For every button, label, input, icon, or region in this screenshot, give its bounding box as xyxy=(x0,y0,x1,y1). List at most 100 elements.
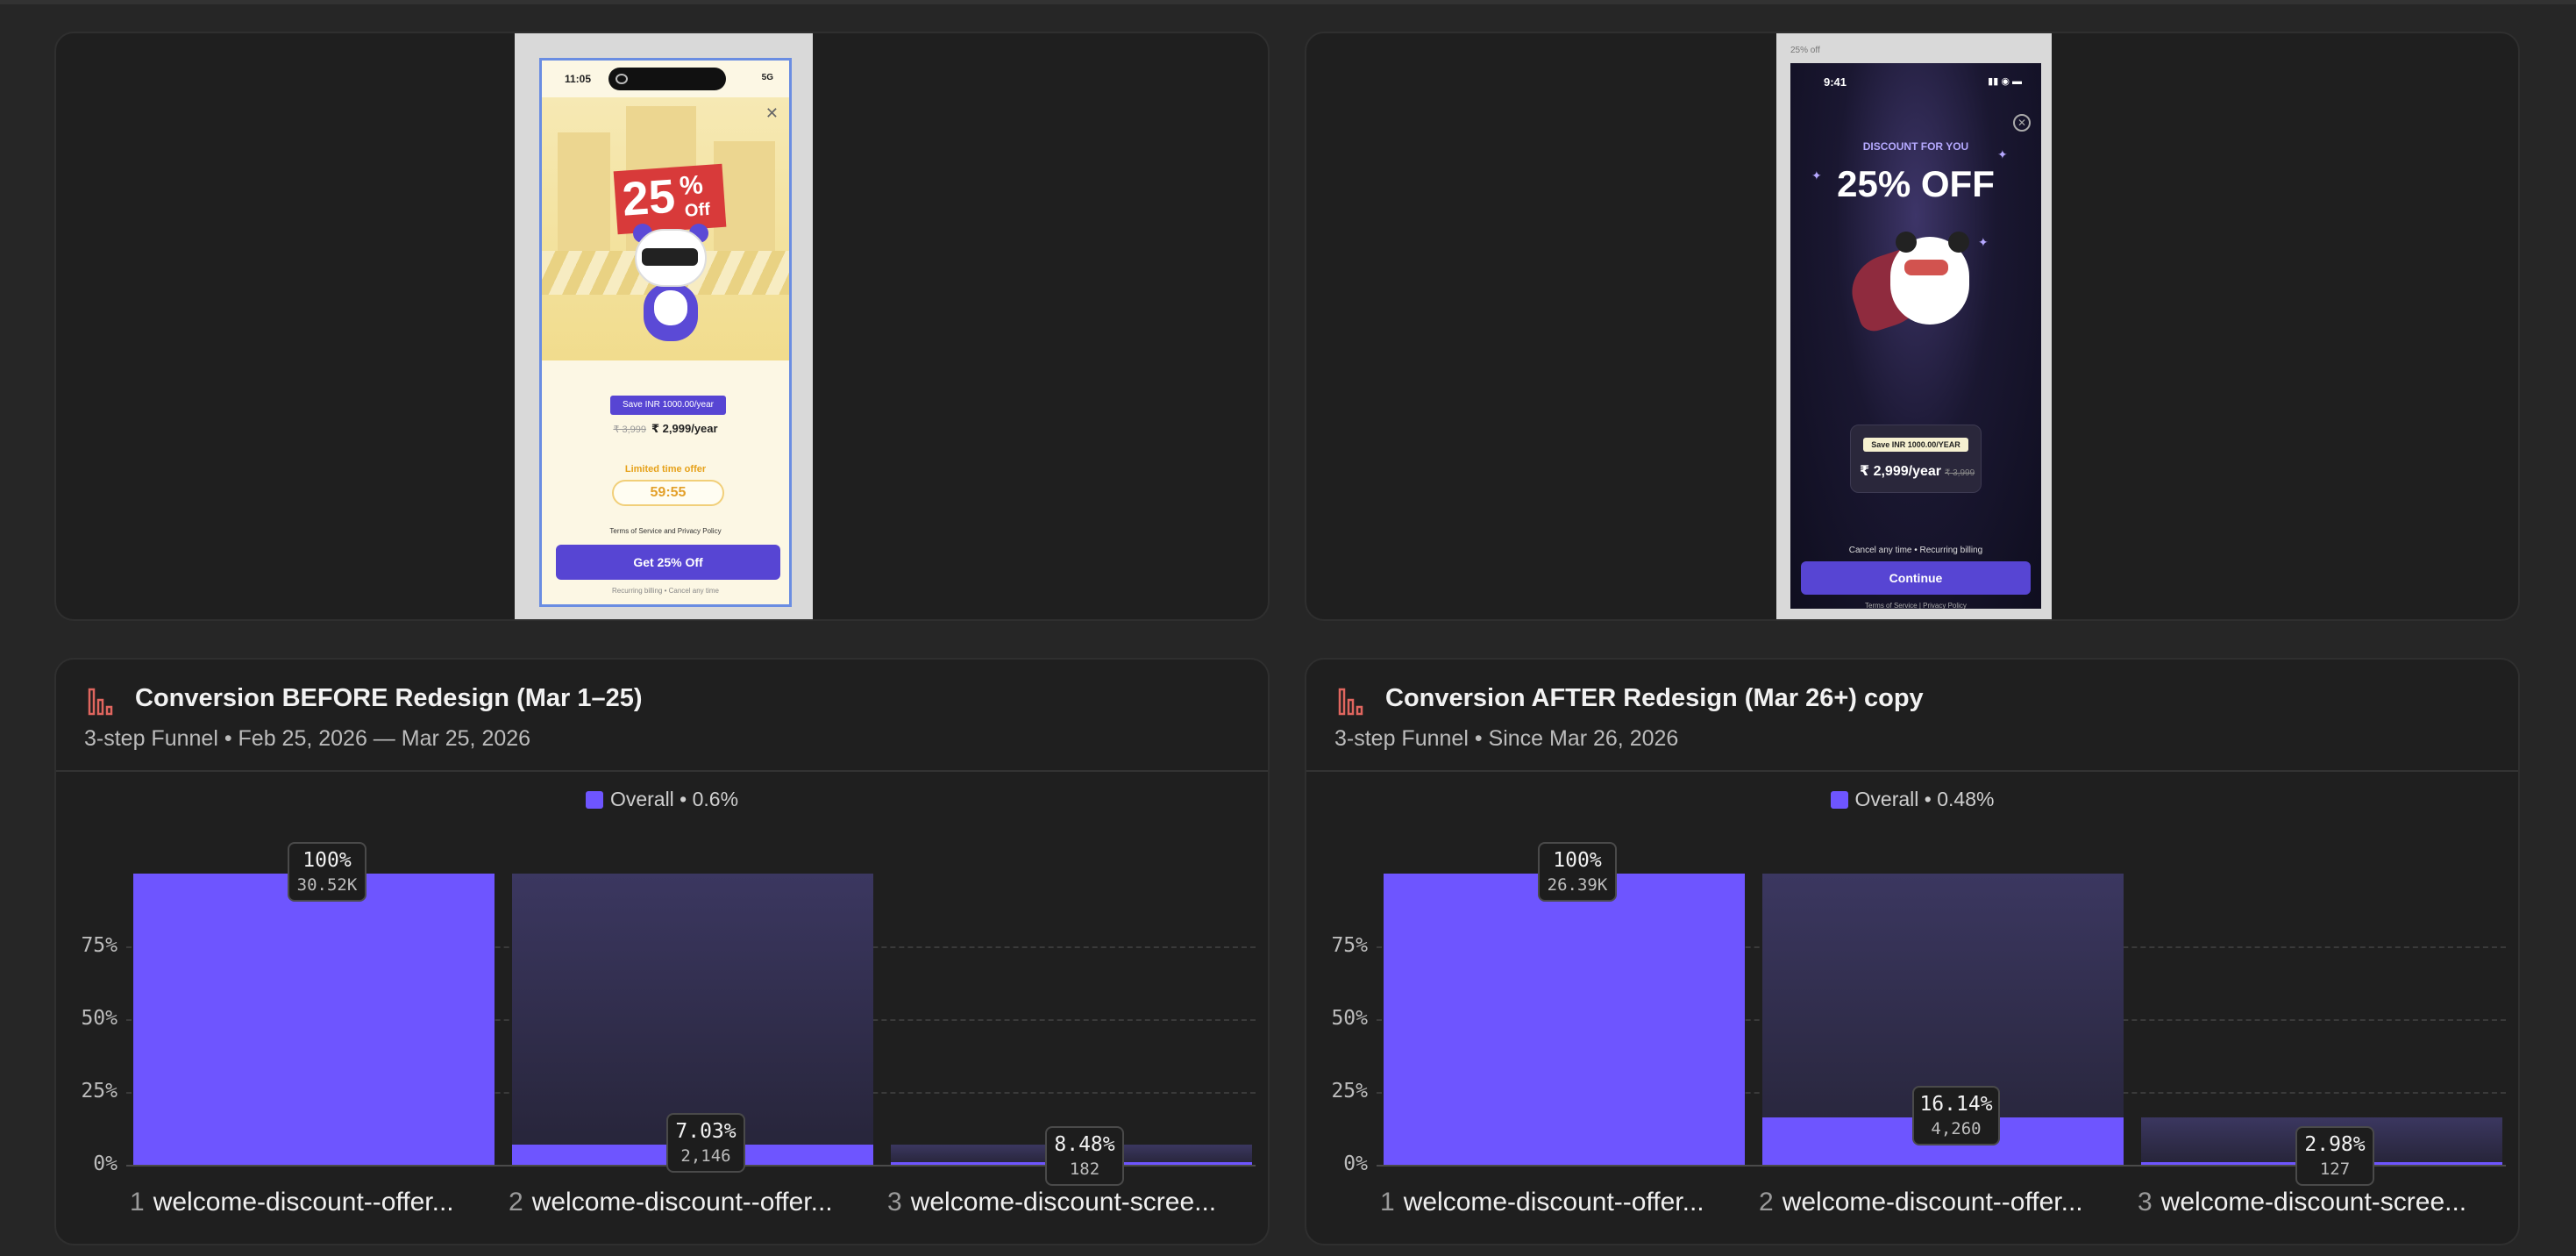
old-price: ₹ 3,999 xyxy=(1944,468,1975,478)
step-name: welcome-discount--offer... xyxy=(1403,1188,1704,1217)
chart-legend[interactable]: Overall • 0.6% xyxy=(56,788,1268,811)
step-number: 2 xyxy=(509,1188,523,1217)
sign-number: 25 xyxy=(620,169,677,226)
funnel-plot: 75% 50% 25% 0% 100% 26.39K 1 welcome-discount--… xyxy=(1306,660,2518,1244)
funnel-card-before[interactable]: Conversion BEFORE Redesign (Mar 1–25) 3-… xyxy=(54,658,1270,1245)
x-step-label[interactable]: 3 welcome-discount-scree... xyxy=(2138,1188,2513,1217)
funnel-card-after[interactable]: Conversion AFTER Redesign (Mar 26+) copy… xyxy=(1305,658,2520,1245)
countdown-timer: 59:55 xyxy=(612,480,724,506)
step-name: welcome-discount--offer... xyxy=(531,1188,833,1217)
data-label-percent: 2.98% xyxy=(2304,1133,2366,1156)
new-price: ₹ 2,999/year xyxy=(651,422,718,435)
step-number: 2 xyxy=(1759,1188,1774,1217)
data-label-percent: 100% xyxy=(302,849,352,872)
data-label[interactable]: 2.98% 127 xyxy=(2295,1126,2374,1186)
x-step-label[interactable]: 1 welcome-discount--offer... xyxy=(1380,1188,1755,1217)
y-tick-label: 25% xyxy=(81,1080,117,1103)
screenshot-card-before[interactable]: 11:05 5G 25 % Off ✕ xyxy=(54,32,1270,621)
data-label-percent: 7.03% xyxy=(675,1119,737,1143)
y-tick-label: 50% xyxy=(1331,1007,1368,1030)
data-label[interactable]: 8.48% 182 xyxy=(1045,1126,1124,1186)
status-bar: 11:05 5G xyxy=(542,61,789,97)
top-divider xyxy=(0,0,2576,4)
sparkle-icon: ✦ xyxy=(1997,147,2008,161)
phone-frame: 9:41 ▮▮ ◉ ▬ ✕ DISCOUNT FOR YOU 25% OFF ✦… xyxy=(1790,63,2041,609)
y-tick-label: 0% xyxy=(1343,1153,1368,1175)
x-step-label[interactable]: 1 welcome-discount--offer... xyxy=(130,1188,505,1217)
price-row: ₹ 2,999/year ₹ 3,999 xyxy=(1860,462,1975,480)
superhero-panda-mascot xyxy=(1842,219,1992,342)
funnel-bar-step-1[interactable] xyxy=(133,874,495,1165)
fine-print: Recurring billing • Cancel any time xyxy=(612,587,719,595)
step-name: welcome-discount-scree... xyxy=(2160,1188,2467,1217)
legend-label: Overall • 0.48% xyxy=(1854,788,1995,810)
y-tick-label: 25% xyxy=(1331,1080,1368,1103)
dynamic-island xyxy=(608,68,726,90)
funnel-chart-icon xyxy=(1338,688,1363,716)
close-icon[interactable]: ✕ xyxy=(765,104,779,122)
save-badge: Save INR 1000.00/year xyxy=(610,396,726,415)
chart-subtitle: 3-step Funnel • Feb 25, 2026 — Mar 25, 2… xyxy=(84,726,531,751)
data-label[interactable]: 16.14% 4,260 xyxy=(1912,1086,2000,1146)
step-number: 3 xyxy=(2138,1188,2153,1217)
terms-links: Terms of Service and Privacy Policy xyxy=(609,527,722,535)
x-step-label[interactable]: 2 welcome-discount--offer... xyxy=(509,1188,884,1217)
legend-label: Overall • 0.6% xyxy=(609,788,739,810)
continue-button: Continue xyxy=(1801,561,2031,595)
sign-off: Off xyxy=(684,199,711,221)
data-label-percent: 16.14% xyxy=(1919,1093,1993,1117)
step-number: 3 xyxy=(887,1188,902,1217)
data-label-percent: 8.48% xyxy=(1054,1133,1115,1156)
data-label-count: 30.52K xyxy=(296,875,358,895)
sparkle-icon: ✦ xyxy=(1811,168,1822,182)
data-label-count: 26.39K xyxy=(1547,875,1608,895)
data-label[interactable]: 100% 26.39K xyxy=(1538,842,1617,902)
panda-mascot xyxy=(633,224,708,352)
chart-title[interactable]: Conversion AFTER Redesign (Mar 26+) copy xyxy=(1385,684,1924,712)
data-label[interactable]: 7.03% 2,146 xyxy=(666,1112,745,1173)
save-badge: Save INR 1000.00/YEAR xyxy=(1863,438,1968,452)
price-box: Save INR 1000.00/YEAR ₹ 2,999/year ₹ 3,99… xyxy=(1850,425,1982,493)
data-label-percent: 100% xyxy=(1553,849,1602,872)
camera-icon xyxy=(616,74,628,84)
limited-offer-label: Limited time offer xyxy=(624,464,707,475)
step-name: welcome-discount--offer... xyxy=(153,1188,454,1217)
divider xyxy=(56,770,1268,772)
sparkle-icon: ✦ xyxy=(1978,235,1989,249)
hero-illustration: 25 % Off xyxy=(542,97,789,360)
data-label-count: 127 xyxy=(2319,1160,2351,1179)
battery-icon: ▮▮ ◉ ▬ xyxy=(1988,76,2022,87)
y-tick-label: 75% xyxy=(81,934,117,957)
chart-subtitle: 3-step Funnel • Since Mar 26, 2026 xyxy=(1334,726,1679,751)
cancel-note: Cancel any time • Recurring billing xyxy=(1848,546,1983,555)
step-number: 1 xyxy=(130,1188,145,1217)
paywall-screenshot-before: 11:05 5G 25 % Off ✕ xyxy=(515,33,813,619)
chart-legend[interactable]: Overall • 0.48% xyxy=(1306,788,2518,811)
screenshot-caption: 25% off xyxy=(1790,46,1820,55)
funnel-bar-step-1[interactable] xyxy=(1384,874,1745,1165)
new-price: ₹ 2,999/year xyxy=(1860,464,1941,479)
price-row: ₹ 3,999 ₹ 2,999/year xyxy=(542,422,789,436)
signal-indicator: 5G xyxy=(761,73,773,82)
x-step-label[interactable]: 3 welcome-discount-scree... xyxy=(887,1188,1263,1217)
legend-swatch xyxy=(1830,791,1848,809)
status-time: 9:41 xyxy=(1824,75,1847,89)
y-tick-label: 75% xyxy=(1331,934,1368,957)
x-axis-baseline xyxy=(1377,1165,2506,1167)
data-label[interactable]: 100% 30.52K xyxy=(288,842,366,902)
divider xyxy=(1306,770,2518,772)
data-label-count: 2,146 xyxy=(680,1145,731,1166)
close-icon[interactable]: ✕ xyxy=(2013,114,2031,132)
headline: 25% OFF xyxy=(1837,163,1995,204)
data-label-count: 182 xyxy=(1069,1160,1100,1179)
legend-swatch xyxy=(585,791,603,809)
status-time: 11:05 xyxy=(565,73,592,85)
funnel-chart-icon xyxy=(88,688,113,716)
y-tick-label: 0% xyxy=(93,1153,117,1175)
screenshot-card-after[interactable]: 25% off 9:41 ▮▮ ◉ ▬ ✕ DISCOUNT FOR YOU 2… xyxy=(1305,32,2520,621)
chart-title[interactable]: Conversion BEFORE Redesign (Mar 1–25) xyxy=(135,684,643,712)
data-label-count: 4,260 xyxy=(1931,1119,1982,1139)
discount-eyebrow: DISCOUNT FOR YOU xyxy=(1862,140,1969,153)
status-bar: 9:41 ▮▮ ◉ ▬ xyxy=(1790,63,2041,95)
x-step-label[interactable]: 2 welcome-discount--offer... xyxy=(1759,1188,2134,1217)
